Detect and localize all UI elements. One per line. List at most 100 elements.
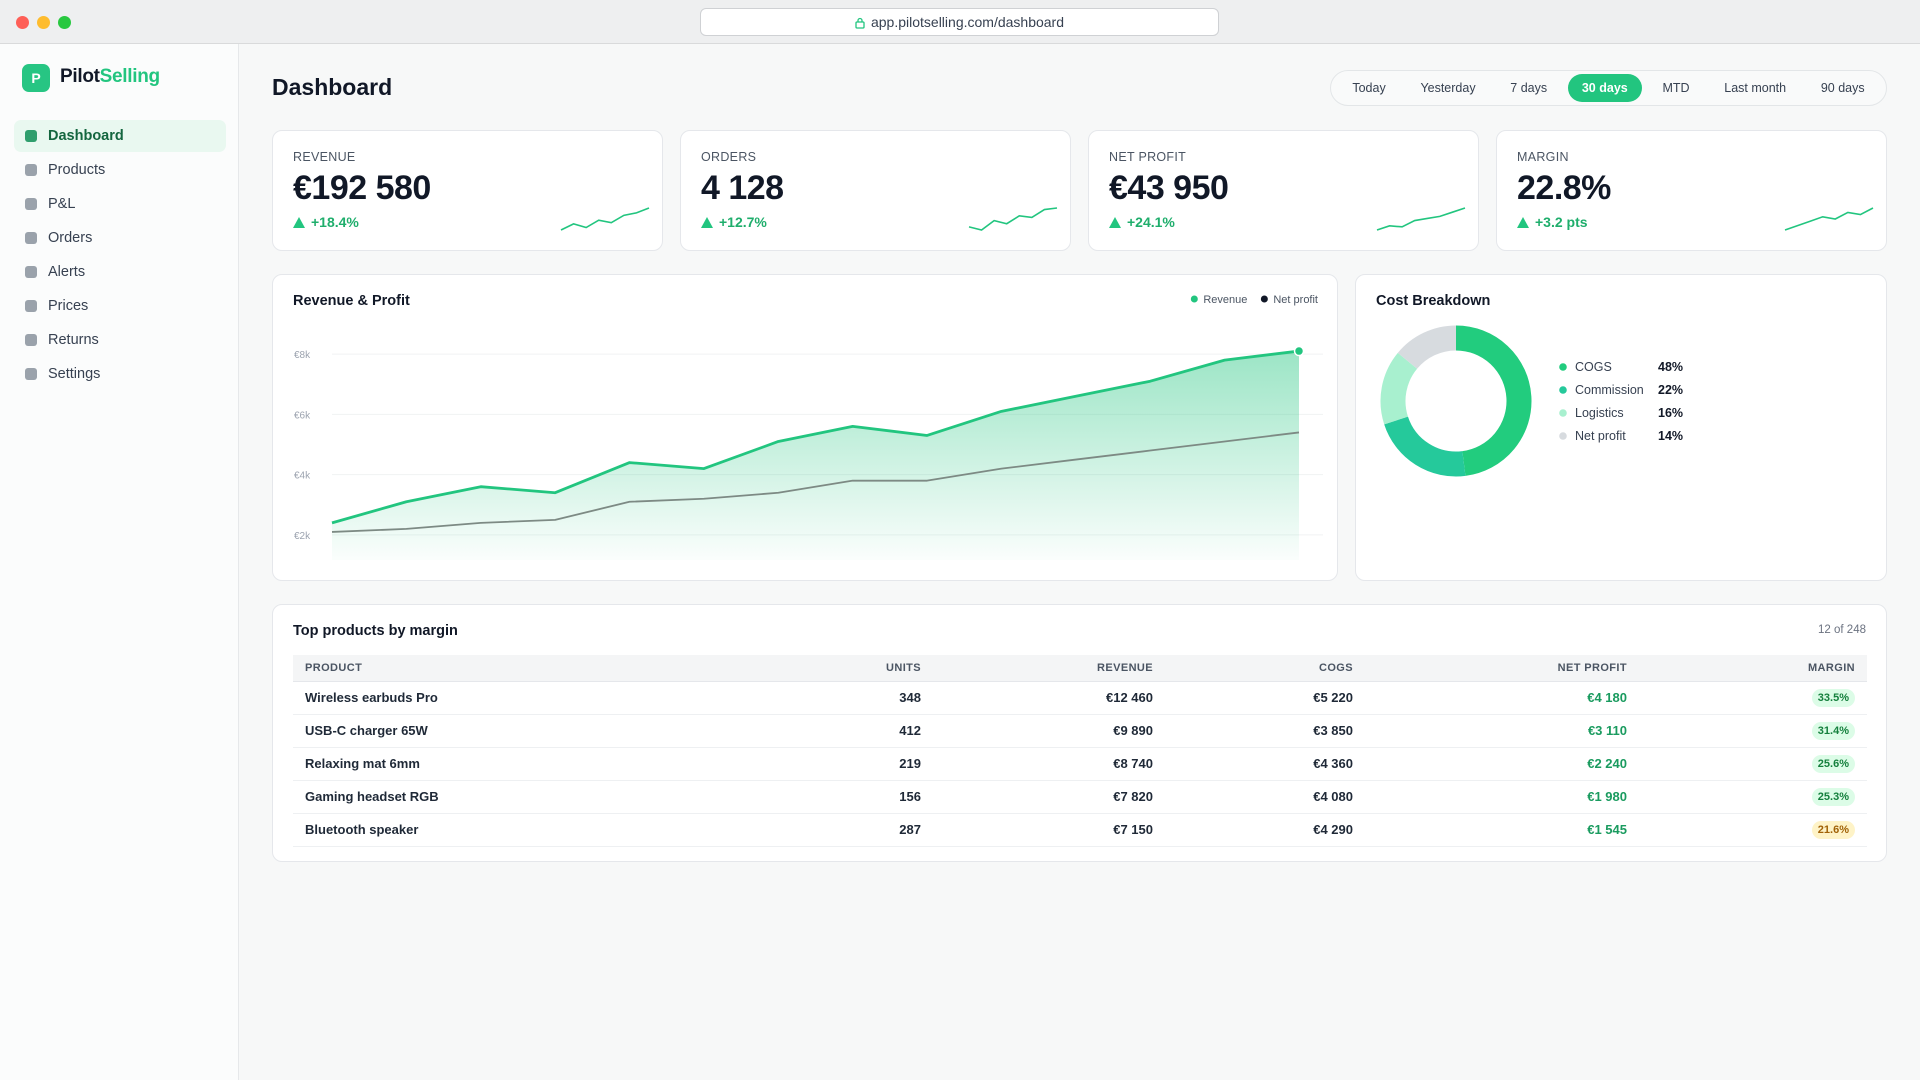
legend-value: 16% <box>1658 406 1683 420</box>
cell: 219 <box>853 747 933 781</box>
table-row[interactable]: USB-C charger 65W 412 €9 890 €3 850 €3 110 31… <box>293 714 1867 748</box>
table-title: Top products by margin <box>293 623 458 639</box>
kpi-card: NET PROFIT €43 950 +24.1% <box>1088 130 1479 251</box>
cost-card: Cost Breakdown COGS 48% Commission 22% Logis… <box>1355 274 1887 581</box>
nav-label: Prices <box>48 298 89 314</box>
kpi-change-text: +24.1% <box>1127 214 1175 230</box>
range-button[interactable]: MTD <box>1662 81 1690 95</box>
address-bar[interactable]: app.pilotselling.com/dashboard <box>700 8 1219 36</box>
legend-label: COGS <box>1575 360 1612 374</box>
nav-item[interactable]: P&L <box>14 188 226 220</box>
y-tick-label: €4k <box>294 471 311 482</box>
kpi-card: REVENUE €192 580 +18.4% <box>272 130 663 251</box>
legend-dot <box>1559 363 1567 371</box>
range-button[interactable]: Today <box>1352 81 1386 95</box>
nav-item[interactable]: Orders <box>14 222 226 254</box>
sparkline <box>968 207 1058 231</box>
nav-item[interactable]: Settings <box>14 358 226 390</box>
nav-item[interactable]: Products <box>14 154 226 186</box>
maximize-button[interactable] <box>58 16 71 29</box>
nav-item[interactable]: Prices <box>14 290 226 322</box>
kpi-label: REVENUE <box>293 150 356 164</box>
kpi-label: ORDERS <box>701 150 757 164</box>
series-line <box>331 431 1300 533</box>
cell: Bluetooth speaker <box>293 813 853 847</box>
url-text: app.pilotselling.com/dashboard <box>870 14 1064 30</box>
cell: €5 220 <box>1165 681 1365 715</box>
range-button[interactable]: Yesterday <box>1420 81 1476 95</box>
kpi-change-text: +3.2 pts <box>1535 214 1588 230</box>
kpi-value: €43 950 <box>1109 169 1229 207</box>
kpi-value: 22.8% <box>1517 169 1611 207</box>
sparkline-line <box>1376 207 1466 231</box>
y-tick-label: €2k <box>294 531 311 542</box>
cell: €4 290 <box>1165 813 1365 847</box>
up-icon <box>1109 217 1121 228</box>
cell: Wireless earbuds Pro <box>293 681 853 715</box>
nav-label: Products <box>48 162 106 178</box>
cell: €4 360 <box>1165 747 1365 781</box>
minimize-button[interactable] <box>37 16 50 29</box>
legend-label: Net profit <box>1273 294 1318 306</box>
kpi-value: €192 580 <box>293 169 431 207</box>
range-button[interactable]: 90 days <box>1820 81 1865 95</box>
donut-slice <box>1397 325 1457 370</box>
margin-pill: 25.6% <box>1811 754 1855 773</box>
sparkline <box>1376 207 1466 231</box>
legend-label: Commission <box>1575 383 1644 397</box>
cell: €12 460 <box>933 681 1165 715</box>
column-header: MARGIN <box>1639 655 1867 682</box>
donut-slice <box>1455 325 1532 476</box>
donut-slice <box>1384 416 1466 477</box>
nav-item[interactable]: Alerts <box>14 256 226 288</box>
sparkline-line <box>1784 207 1874 231</box>
close-button[interactable] <box>16 16 29 29</box>
table-card: Top products by margin 12 of 248 PRODUCT… <box>272 604 1887 862</box>
column-header: PRODUCT <box>293 655 853 682</box>
series-line <box>331 349 1300 525</box>
up-icon <box>1517 217 1529 228</box>
cell: 25.3% <box>1639 780 1867 814</box>
y-tick-label: €6k <box>294 410 311 421</box>
sparkline-line <box>968 207 1058 231</box>
kpi-label: MARGIN <box>1517 150 1569 164</box>
y-tick-label: €8k <box>294 350 311 361</box>
legend-dot <box>1559 432 1567 440</box>
logo[interactable]: P <box>22 64 50 92</box>
table-row[interactable]: Gaming headset RGB 156 €7 820 €4 080 €1 980 2… <box>293 780 1867 814</box>
legend-label: Revenue <box>1203 294 1247 306</box>
kpi-change: +12.7% <box>701 214 767 230</box>
table-row[interactable]: Bluetooth speaker 287 €7 150 €4 290 €1 545 21… <box>293 813 1867 847</box>
nav-icon <box>25 334 37 346</box>
legend-value: 48% <box>1658 360 1683 374</box>
nav-item[interactable]: Returns <box>14 324 226 356</box>
triangle <box>293 217 305 228</box>
nav-label: Settings <box>48 366 101 382</box>
margin-pill: 33.5% <box>1811 688 1855 707</box>
cell: Relaxing mat 6mm <box>293 747 853 781</box>
donut-chart: COGS 48% Commission 22% Logistics 16% Net prof… <box>1380 325 1683 477</box>
legend-dot <box>1559 409 1567 417</box>
cell: €3 850 <box>1165 714 1365 748</box>
range-button[interactable]: 7 days <box>1510 81 1548 95</box>
donut-slice <box>1380 352 1418 425</box>
cell: 348 <box>853 681 933 715</box>
column-header: NET PROFIT <box>1365 655 1639 682</box>
cell: Gaming headset RGB <box>293 780 853 814</box>
range-selector: Today Yesterday 7 days 30 days MTD Last month… <box>1330 70 1887 106</box>
nav-item[interactable]: Dashboard <box>14 120 226 152</box>
legend-label: Net profit <box>1575 429 1626 443</box>
cell: USB-C charger 65W <box>293 714 853 748</box>
page-title: Dashboard <box>272 74 393 100</box>
range-button[interactable]: 30 days <box>1567 74 1642 102</box>
up-icon <box>293 217 305 228</box>
range-button[interactable]: Last month <box>1724 81 1787 95</box>
nav-icon <box>25 300 37 312</box>
brand[interactable]: PilotSelling <box>60 66 160 88</box>
table-row[interactable]: Relaxing mat 6mm 219 €8 740 €4 360 €2 240 25.… <box>293 747 1867 781</box>
table-row[interactable]: Wireless earbuds Pro 348 €12 460 €5 220 €4 1… <box>293 681 1867 715</box>
cell: 31.4% <box>1639 714 1867 748</box>
nav-icon <box>25 266 37 278</box>
kpi-value: 4 128 <box>701 169 784 207</box>
